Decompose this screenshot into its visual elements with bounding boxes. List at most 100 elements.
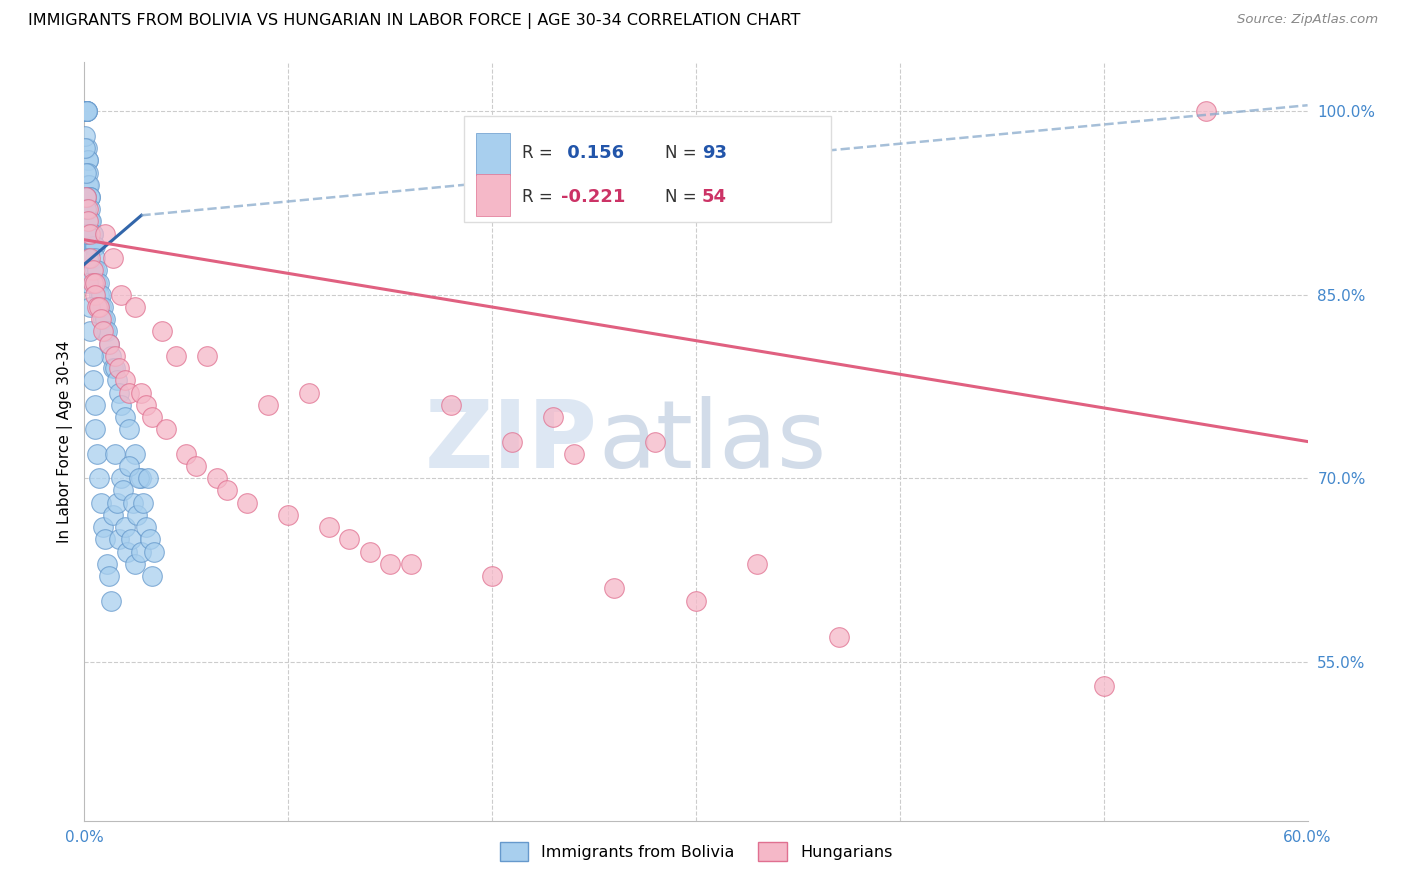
Point [110,398,132,412]
Point [82,263,104,277]
FancyBboxPatch shape [475,133,510,175]
Point [86,276,108,290]
Point [104,361,127,376]
Point [87,300,110,314]
Point [77,214,100,228]
Point [75,190,97,204]
Point [97,336,120,351]
Point [257,398,280,412]
Point [79,214,101,228]
Point [86,447,108,461]
Text: IMMIGRANTS FROM BOLIVIA VS HUNGARIAN IN LABOR FORCE | AGE 30-34 CORRELATION CHAR: IMMIGRANTS FROM BOLIVIA VS HUNGARIAN IN … [28,13,800,29]
Point [91,300,114,314]
Point [93,227,115,241]
Y-axis label: In Labor Force | Age 30-34: In Labor Force | Age 30-34 [58,340,73,543]
Point [83,422,105,436]
Point [77,178,100,192]
Point [124,447,146,461]
Point [91,325,114,339]
Point [83,239,105,253]
Point [562,447,585,461]
Point [141,569,163,583]
Text: Source: ZipAtlas.com: Source: ZipAtlas.com [1237,13,1378,27]
Point [298,385,321,400]
Point [155,422,177,436]
Point [82,227,104,241]
Point [114,520,136,534]
Point [83,251,105,265]
Text: N =: N = [665,188,702,206]
Point [747,557,769,571]
Point [124,557,146,571]
Point [127,508,149,522]
Point [104,447,127,461]
Point [77,202,100,217]
Point [205,471,228,485]
Point [86,263,108,277]
Point [115,544,138,558]
Point [80,214,103,228]
Point [108,533,131,547]
Point [82,239,104,253]
Point [150,325,173,339]
Text: ZIP: ZIP [425,395,598,488]
Point [73,128,96,143]
Text: atlas: atlas [598,395,827,488]
Point [76,104,98,119]
Point [195,349,218,363]
Point [82,349,104,363]
Legend: Immigrants from Bolivia, Hungarians: Immigrants from Bolivia, Hungarians [494,836,898,867]
Point [75,104,97,119]
Point [380,557,402,571]
Point [136,471,159,485]
Point [82,276,104,290]
Text: N =: N = [665,145,702,162]
Text: 93: 93 [702,145,727,162]
Point [135,520,157,534]
Point [75,141,97,155]
Point [165,349,187,363]
Text: R =: R = [522,188,558,206]
Point [114,410,136,425]
Point [79,190,101,204]
Point [77,153,100,168]
Point [108,361,131,376]
Point [90,287,112,301]
Text: 54: 54 [702,188,727,206]
Point [277,508,299,522]
Point [79,178,101,192]
Point [399,557,422,571]
Point [104,349,127,363]
Point [79,227,101,241]
Text: -0.221: -0.221 [561,188,626,206]
Point [75,104,97,119]
Point [186,458,208,473]
Point [118,385,141,400]
Point [76,227,98,241]
Point [101,361,124,376]
Point [75,104,97,119]
Point [603,582,626,596]
Point [135,398,157,412]
Text: R =: R = [522,145,558,162]
Point [83,276,105,290]
Point [543,410,565,425]
Point [1195,104,1218,119]
Point [75,202,97,217]
Point [138,533,160,547]
Point [108,385,131,400]
Point [87,287,110,301]
Point [100,593,122,607]
Point [110,471,132,485]
Point [120,533,142,547]
Point [118,458,141,473]
Point [110,287,132,301]
Point [105,373,128,387]
Point [124,300,146,314]
Point [502,434,524,449]
Point [79,190,101,204]
Point [82,227,104,241]
Point [131,385,153,400]
Point [93,325,115,339]
Point [75,190,97,204]
